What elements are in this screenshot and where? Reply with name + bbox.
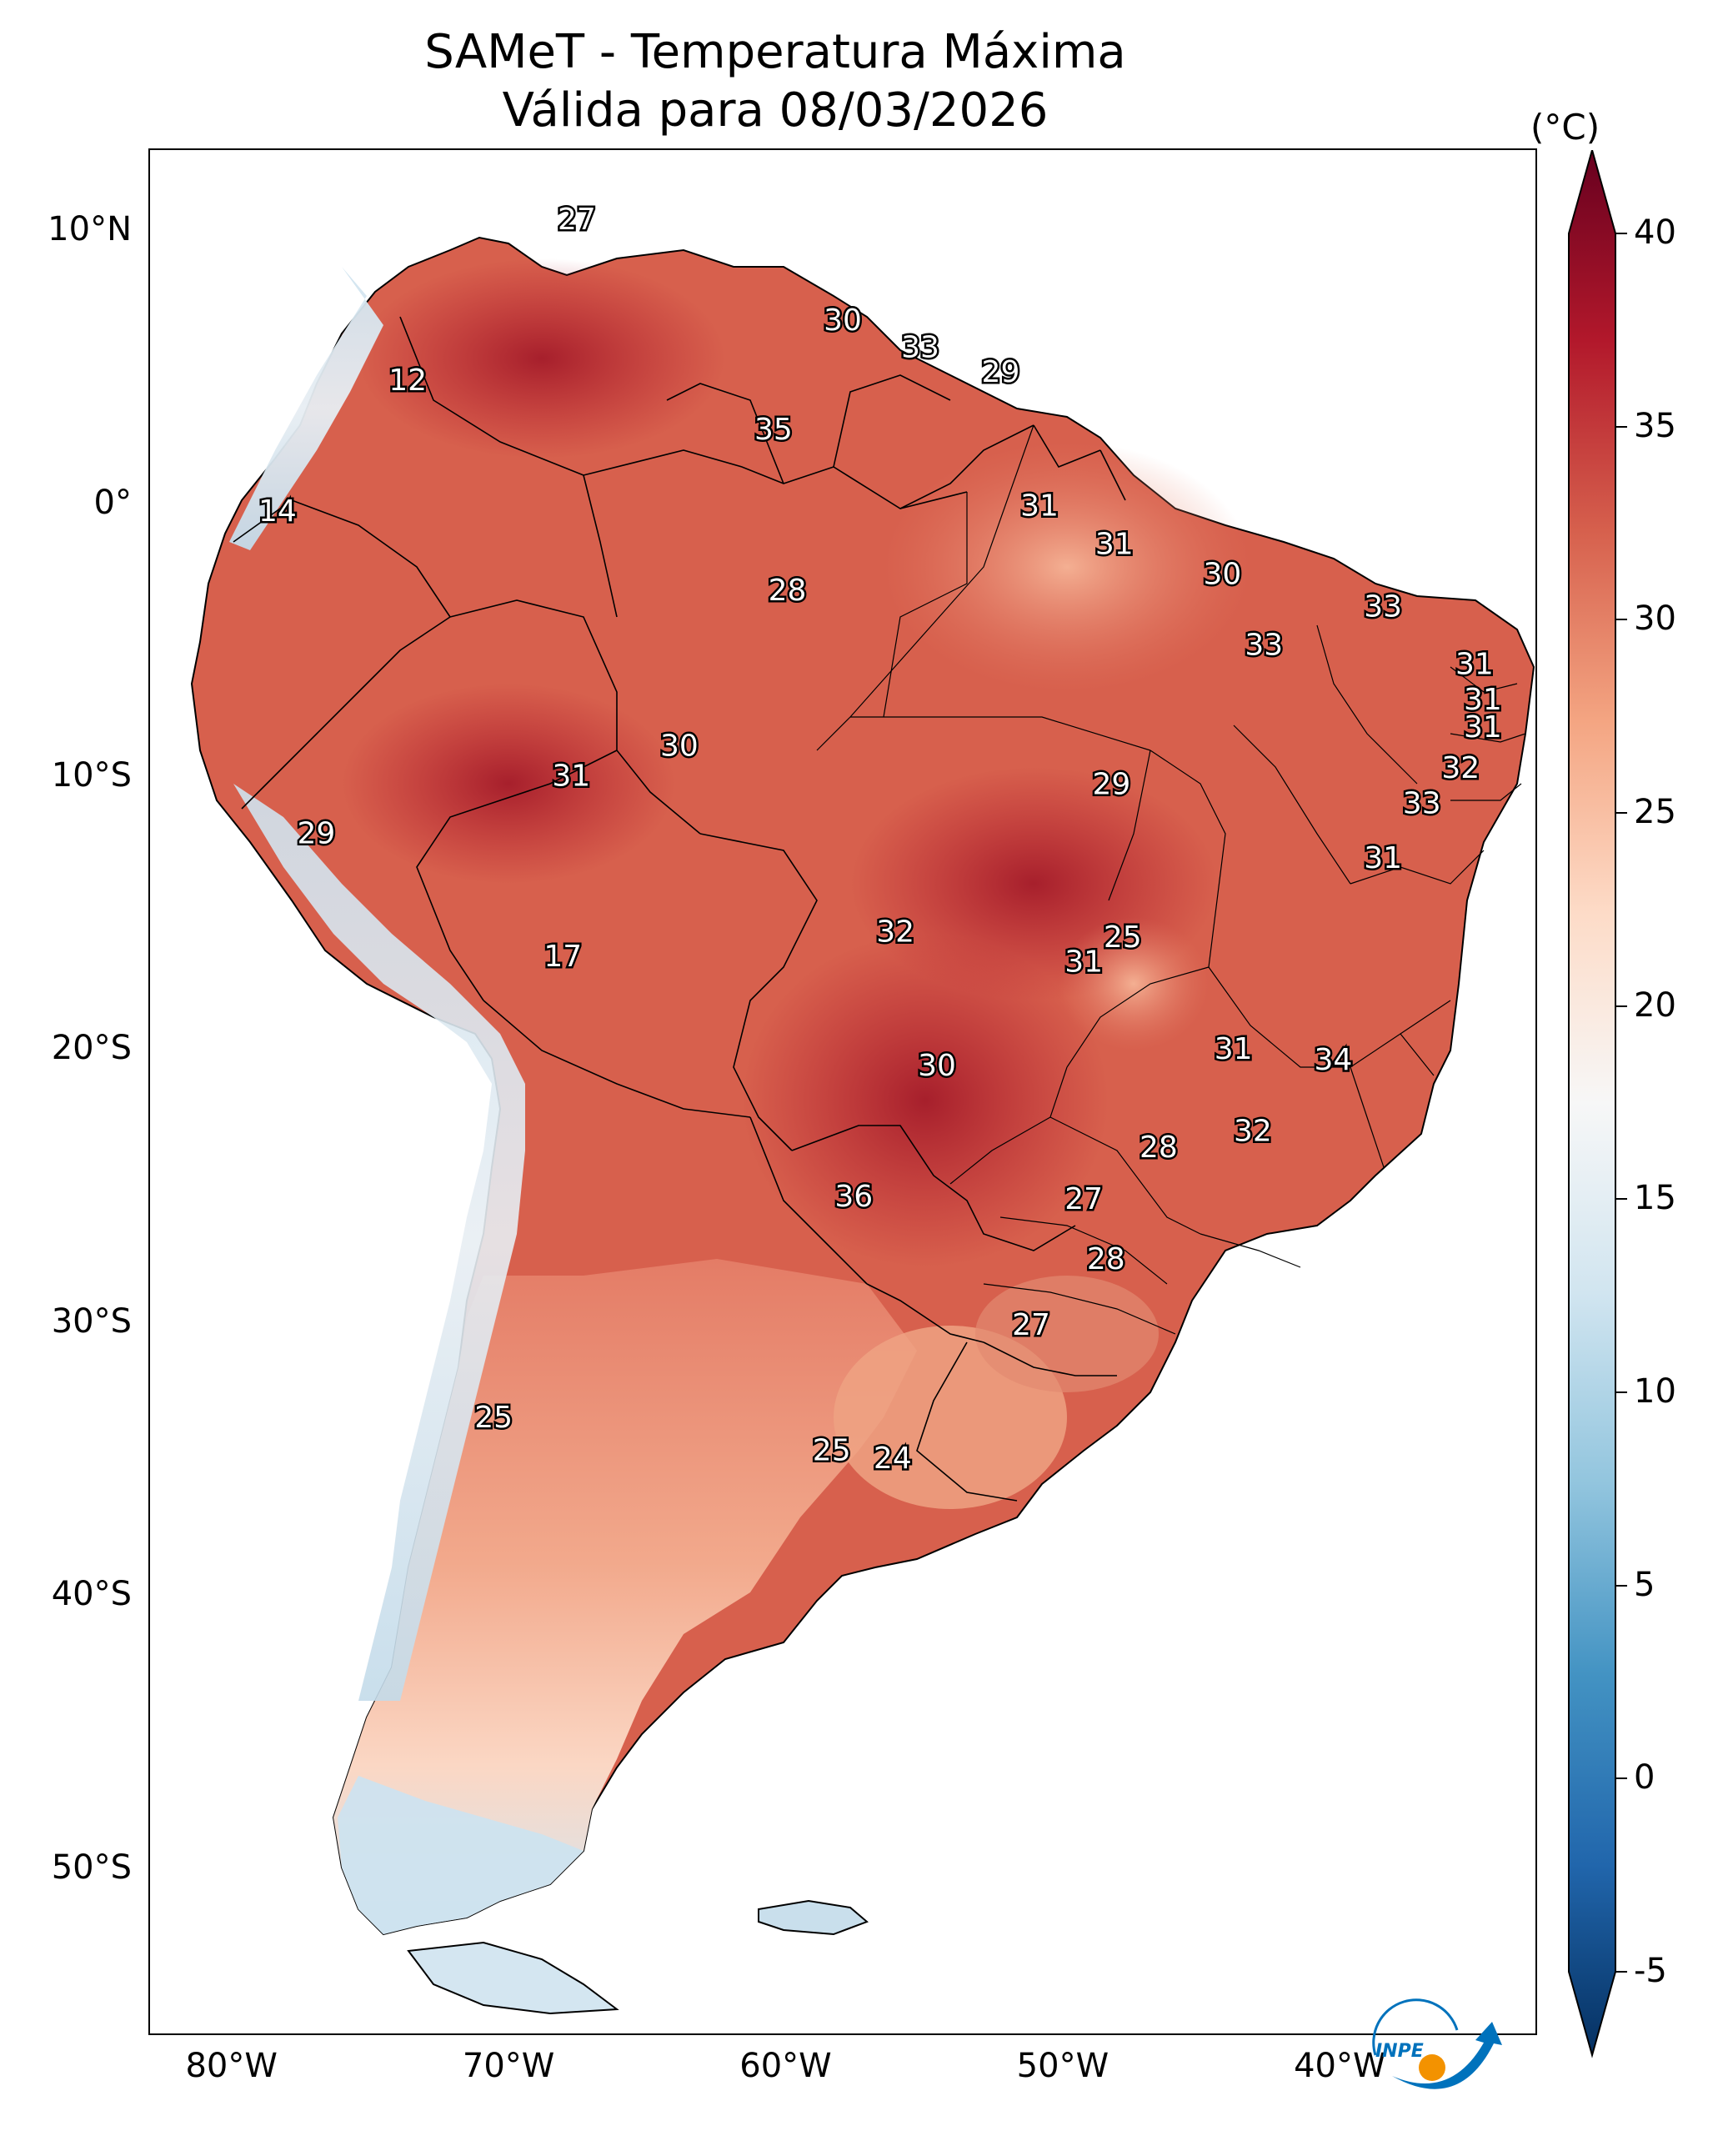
map-panel: 27 12 30 33 29 35 14 31 31 30 28 33 33 31 31 31 30 31 32 29… <box>148 148 1537 2035</box>
lon-tick-label: 40°W <box>1294 2047 1386 2085</box>
city-temperature-label: 29 <box>982 355 1020 389</box>
inpe-logo: INPE <box>1372 1998 1502 2089</box>
city-temperature-label: 32 <box>876 915 914 949</box>
city-temperature-label: 34 <box>1314 1043 1352 1077</box>
colorbar-tick-mark <box>1615 1198 1627 1201</box>
colorbar-tick-label: -5 <box>1634 1952 1667 1990</box>
lon-tick-label: 80°W <box>185 2047 278 2085</box>
colorbar-tick-mark <box>1615 1971 1627 1973</box>
city-temperature-label: 35 <box>754 413 793 447</box>
colorbar-tick-label: 25 <box>1634 793 1676 831</box>
city-temperature-label: 25 <box>1104 920 1142 955</box>
rs-region <box>975 1276 1159 1392</box>
country-borders <box>233 316 1126 1502</box>
state-borders <box>816 424 1526 1335</box>
city-temperature-label: 33 <box>1403 786 1441 820</box>
colorbar-tick-label: 30 <box>1634 599 1676 639</box>
colorbar-unit-label: (°C) <box>1530 107 1600 148</box>
lon-tick-label: 70°W <box>462 2047 555 2085</box>
city-temperature-label: 31 <box>1464 710 1502 745</box>
lon-tick-label: 60°W <box>739 2047 832 2085</box>
city-temperature-label: 33 <box>1364 590 1402 624</box>
lat-tick-label: 10°N <box>48 210 132 249</box>
city-temperature-label: 30 <box>824 303 862 338</box>
lat-tick-label: 0° <box>93 483 132 522</box>
city-temperature-label: 31 <box>1095 527 1134 561</box>
city-temperature-label: 31 <box>1455 647 1494 681</box>
city-temperature-label: 33 <box>1245 629 1283 663</box>
city-temperature-label: 31 <box>1064 945 1103 979</box>
city-temperature-label: 29 <box>1093 768 1131 802</box>
colorbar-tick-mark <box>1615 1005 1627 1007</box>
city-temperature-label: 32 <box>1441 751 1480 785</box>
lat-tick-label: 10°S <box>51 756 132 795</box>
tierra-del-fuego <box>407 1941 619 2015</box>
city-temperature-label: 30 <box>1203 557 1241 591</box>
hot-zone-paraguay <box>742 934 1109 1267</box>
colorbar-tick-mark <box>1615 233 1627 234</box>
city-temperature-label: 31 <box>1464 683 1502 717</box>
city-temperature-label: 25 <box>813 1433 851 1467</box>
colorbar-tick-mark <box>1615 1391 1627 1393</box>
warm-zone-goias <box>1059 917 1209 1050</box>
city-temperature-label: 28 <box>769 574 807 608</box>
warm-zone-para <box>884 442 1250 692</box>
andes-cold-strip <box>229 267 383 550</box>
colorbar-tick-label: 40 <box>1634 213 1676 252</box>
lat-tick-label: 50°S <box>51 1848 132 1887</box>
andes-cold-strip-south <box>233 784 525 1701</box>
city-temperature-label: 27 <box>1012 1308 1050 1342</box>
city-temperature-label: 25 <box>474 1401 513 1435</box>
falkland-islands <box>758 1899 869 1936</box>
city-temperature-label: 29 <box>298 816 336 850</box>
city-temperature-label: 30 <box>660 730 699 764</box>
city-temperature-label: 33 <box>901 331 939 365</box>
lat-tick-label: 40°S <box>51 1575 132 1614</box>
city-temperature-label: 24 <box>874 1442 912 1476</box>
map-title: SAMeT - Temperatura Máxima Válida para 0… <box>0 23 1550 140</box>
city-temperature-label: 31 <box>552 760 590 794</box>
patagonia-cold <box>338 1776 584 1934</box>
lat-tick-label: 30°S <box>51 1301 132 1341</box>
city-temperature-label: 17 <box>543 940 582 974</box>
colorbar-gradient <box>1568 150 1616 2058</box>
logo-orange-dot <box>1419 2054 1445 2081</box>
title-line-2: Válida para 08/03/2026 <box>502 83 1049 138</box>
city-temperature-label: 36 <box>834 1180 873 1214</box>
colorbar-tick-label: 35 <box>1634 406 1676 445</box>
city-temperature-label: 28 <box>1139 1131 1178 1165</box>
title-line-1: SAMeT - Temperatura Máxima <box>424 25 1126 79</box>
colorbar-tick-mark <box>1615 619 1627 621</box>
colorbar-tick-label: 0 <box>1634 1758 1655 1798</box>
colorbar-tick-label: 20 <box>1634 985 1676 1025</box>
city-temperature-label: 12 <box>388 364 427 398</box>
colorbar <box>1568 150 1616 2058</box>
colorbar-tick-label: 10 <box>1634 1372 1676 1411</box>
colorbar-tick-mark <box>1615 1584 1627 1587</box>
colorbar-tick-label: 15 <box>1634 1179 1676 1218</box>
hot-zone-west <box>342 684 675 884</box>
logo-orbit <box>1372 1998 1459 2056</box>
colorbar-tick-mark <box>1615 425 1627 428</box>
colorbar-tick-mark <box>1615 812 1627 814</box>
lat-tick-label: 20°S <box>51 1029 132 1068</box>
lon-tick-label: 50°W <box>1016 2047 1109 2085</box>
colorbar-tick-label: 5 <box>1634 1565 1655 1604</box>
city-temperature-label: 27 <box>558 203 596 237</box>
hot-zone-north <box>358 258 725 459</box>
city-temperature-label: 32 <box>1234 1114 1272 1148</box>
city-temperature-label: 31 <box>1215 1032 1253 1066</box>
logo-swoosh <box>1392 2022 1502 2089</box>
city-temperature-label: 31 <box>1364 841 1402 875</box>
city-temperature-label: 30 <box>918 1049 956 1083</box>
city-temperature-label: 31 <box>1020 489 1059 524</box>
city-temperature-label: 14 <box>258 494 297 529</box>
city-temperature-label: 27 <box>1064 1182 1103 1216</box>
city-temperature-label: 28 <box>1087 1242 1125 1276</box>
southern-cone-gradient <box>333 1259 917 1934</box>
logo-text: INPE <box>1375 2041 1424 2062</box>
colorbar-tick-mark <box>1615 1777 1627 1780</box>
